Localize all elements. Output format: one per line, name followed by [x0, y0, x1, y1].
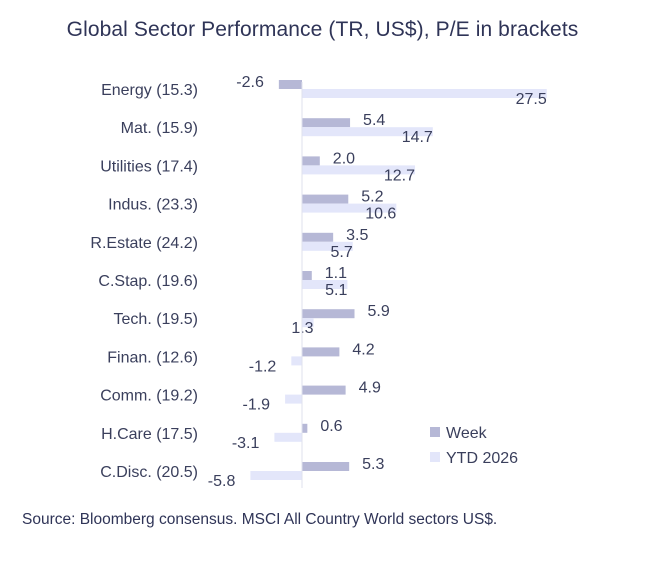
week-value-label: 5.2: [361, 189, 383, 206]
chart-title: Global Sector Performance (TR, US$), P/E…: [66, 18, 579, 41]
week-bar: [302, 271, 312, 280]
ytd-value-label: 27.5: [516, 91, 547, 108]
week-value-label: 2.0: [333, 150, 355, 167]
week-value-label: 0.6: [320, 418, 342, 435]
ytd-bar: [302, 318, 314, 328]
ytd-bar: [302, 165, 416, 175]
ytd-bar: [250, 471, 302, 480]
week-value-label: 4.2: [352, 341, 374, 358]
ytd-value-label: 5.7: [330, 244, 352, 261]
week-bar: [302, 347, 340, 357]
week-bar: [302, 309, 355, 319]
ytd-bar: [274, 432, 302, 442]
week-value-label: 5.3: [362, 456, 384, 473]
ytd-value-label: 12.7: [384, 167, 415, 184]
week-bar: [302, 194, 349, 204]
category-label: Mat. (15.9): [121, 120, 198, 137]
category-label: Comm. (19.2): [100, 388, 198, 405]
category-label: C.Stap. (19.6): [98, 273, 198, 290]
ytd-value-label: 14.7: [402, 129, 433, 146]
ytd-value-label: -3.1: [232, 435, 260, 452]
category-label: Utilities (17.4): [100, 158, 198, 175]
week-value-label: 5.4: [363, 112, 385, 129]
week-bar: [302, 156, 320, 166]
legend-swatch: [430, 427, 440, 437]
ytd-bar: [285, 394, 302, 404]
ytd-value-label: -1.9: [243, 397, 271, 414]
ytd-bar: [302, 203, 397, 213]
category-label: C.Disc. (20.5): [100, 464, 198, 481]
category-label: Indus. (23.3): [108, 197, 198, 214]
week-value-label: -2.6: [236, 74, 264, 91]
legend-label: Week: [446, 425, 488, 442]
category-label: H.Care (17.5): [101, 426, 198, 443]
category-label: Energy (15.3): [101, 82, 198, 99]
category-label: Finan. (12.6): [107, 349, 198, 366]
category-label: Tech. (19.5): [114, 311, 198, 328]
category-label: R.Estate (24.2): [90, 235, 198, 252]
week-bar: [278, 80, 302, 89]
week-value-label: 1.1: [325, 265, 347, 282]
ytd-value-label: 5.1: [325, 282, 347, 299]
week-value-label: 3.5: [346, 227, 368, 244]
ytd-bar: [302, 241, 353, 251]
ytd-bar: [291, 356, 302, 366]
legend-swatch: [430, 452, 440, 462]
week-bar: [302, 385, 346, 395]
ytd-value-label: 10.6: [365, 206, 396, 223]
ytd-bar: [302, 280, 348, 289]
ytd-bar: [302, 127, 433, 137]
week-value-label: 5.9: [368, 303, 390, 320]
week-bar: [302, 118, 351, 128]
week-value-label: 4.9: [359, 380, 381, 397]
week-bar: [302, 423, 308, 433]
week-bar: [302, 232, 334, 242]
source-note: Source: Bloomberg consensus. MSCI All Co…: [22, 511, 498, 528]
week-bar: [302, 462, 350, 471]
ytd-bar: [302, 89, 547, 98]
ytd-value-label: -1.2: [249, 358, 277, 375]
ytd-value-label: -5.8: [208, 473, 236, 490]
legend-label: YTD 2026: [446, 450, 518, 467]
